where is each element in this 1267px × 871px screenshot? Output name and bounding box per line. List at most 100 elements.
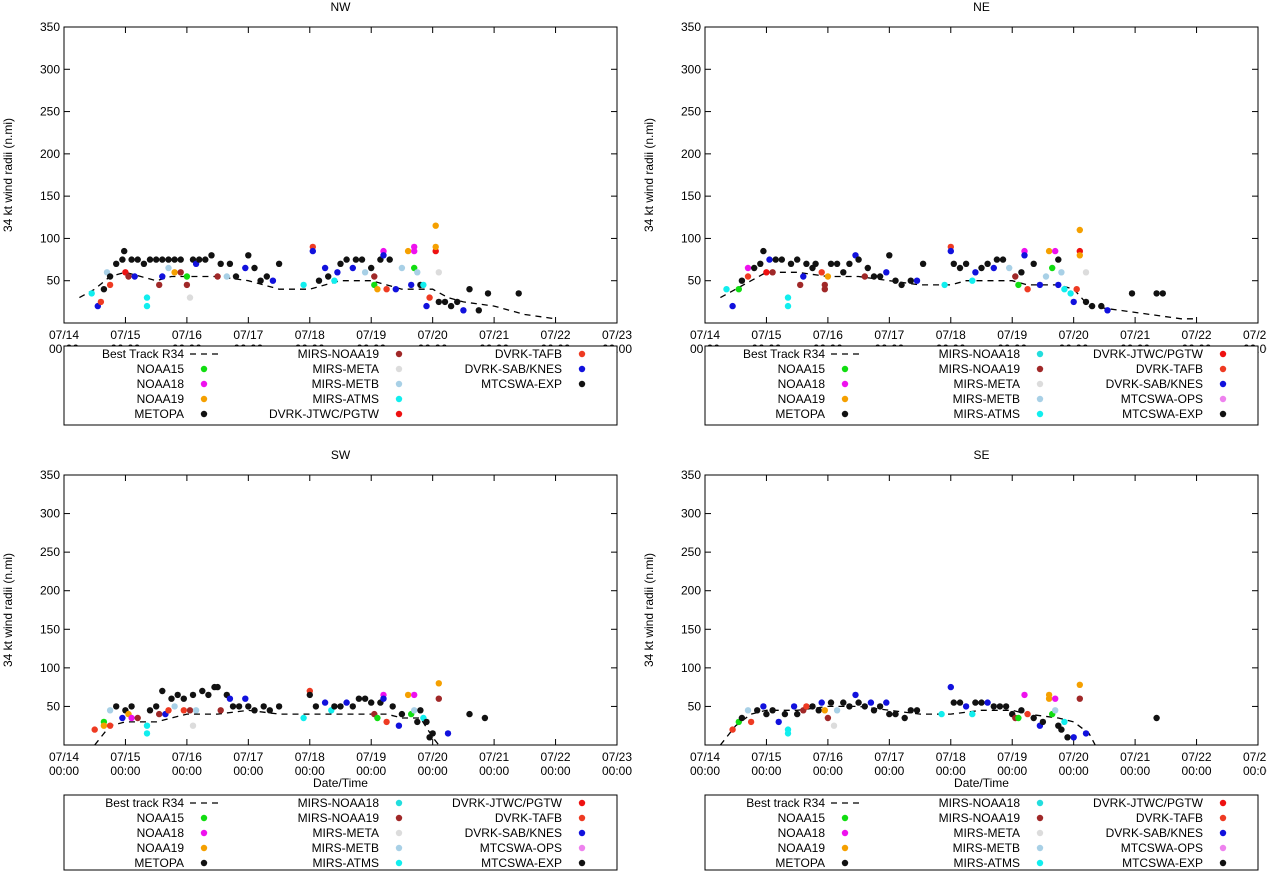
data-point-metopa [1064,734,1071,741]
data-point-mirs-metb [192,707,200,714]
data-point-metopa [769,707,776,714]
best-track-line [719,705,1096,746]
data-point-dvrk-sab-knes [380,695,387,702]
x-tick-time: 00:00 [874,764,904,778]
data-point-metopa [978,264,985,272]
x-tick-time: 00:00 [936,764,966,778]
data-point-metopa [361,695,369,702]
data-point-mtcswa-exp [996,703,1004,710]
data-point-metopa [846,260,853,267]
data-point-mirs-atms [1061,286,1068,293]
data-point-mirs-noaa19 [183,281,191,289]
legend-swatch-mirs-noaa19 [395,814,403,822]
data-point-metopa [358,256,366,263]
data-point-metopa [738,277,746,284]
data-point-mtcswa-exp [781,710,789,718]
data-point-mtcswa-exp [870,273,878,280]
legend-label: MIRS-ATMS [313,856,379,870]
data-point-dvrk-sab-knes [790,703,798,710]
x-tick-time: 00:00 [49,764,79,778]
y-tick-label: 250 [681,545,701,559]
data-point-mtcswa-exp [119,256,126,263]
data-point-dvrk-sab-knes [242,695,249,702]
data-point-noaa19 [1045,247,1053,255]
data-point-dvrk-sab-knes [883,269,890,276]
data-point-metopa [907,707,914,714]
data-point-metopa [171,256,178,263]
data-point-mirs-meta [1082,269,1090,276]
data-point-dvrk-sab-knes [349,264,356,272]
data-point-noaa19 [435,680,442,687]
legend-swatch-mirs-metb [395,844,403,852]
data-point-dvrk-sab-knes [984,699,991,706]
data-point-mtcswa-exp [128,256,135,263]
x-tick-time: 00:00 [751,764,781,778]
data-point-dvrk-tafb [383,286,390,293]
data-point-dvrk-sab-knes [380,252,387,259]
y-tick-label: 250 [40,105,60,119]
data-point-noaa19 [1076,226,1084,234]
data-point-dvrk-tafb [383,718,390,726]
legend-label: DVRK-JTWC/PGTW [452,796,563,810]
data-point-noaa18 [411,247,418,255]
x-tick-time: 00:00 [690,764,720,778]
data-point-mirs-meta [435,269,442,276]
data-point-dvrk-sab-knes [343,699,350,706]
data-point-dvrk-sab-knes [321,264,329,272]
data-point-metopa [325,273,332,280]
legend-swatch-metopa [200,859,208,867]
data-point-noaa19 [432,243,439,251]
x-tick-time: 00:00 [1243,764,1267,778]
legend-swatch-mirs-meta [395,829,403,837]
data-point-metopa [993,256,1001,263]
data-point-mtcswa-exp [794,256,801,263]
data-point-dvrk-tafb [818,269,825,276]
legend-label: NOAA19 [778,392,826,406]
data-point-dvrk-sab-knes [962,703,970,710]
data-point-mirs-atms [969,277,976,284]
data-point-mtcswa-exp [113,260,120,267]
data-point-mirs-noaa19 [186,707,194,714]
y-tick-label: 200 [681,584,701,598]
x-tick-time: 00:00 [356,764,386,778]
plot-frame [63,26,618,324]
y-tick-label: 150 [40,189,60,203]
x-tick-date: 07/14 [49,328,79,342]
x-tick-time: 00:00 [233,764,263,778]
data-point-mtcswa-exp [386,256,393,263]
data-point-mtcswa-exp [245,252,252,259]
chart-panel-ne: NE5010015020025030035007/1400:0007/1500:… [642,0,1267,426]
data-point-mtcswa-exp [1055,256,1062,263]
legend-swatch-metopa [200,410,208,418]
data-point-metopa [331,703,338,710]
legend-label: MIRS-ATMS [313,392,379,406]
data-point-metopa [343,256,350,263]
x-tick-time: 00:00 [295,764,325,778]
legend-label: MTCSWA-OPS [480,841,562,855]
data-point-mirs-atms [300,714,307,722]
legend-swatch-mirs-meta [1036,380,1044,388]
legend-swatch-dvrk-jtwc-pgtw [578,799,586,807]
data-point-metopa [202,256,209,263]
y-tick-label: 50 [688,274,702,288]
legend-swatch-noaa15 [841,814,849,822]
data-point-mirs-atms [969,710,976,718]
data-point-mirs-atms [784,302,792,310]
data-point-mirs-metb [414,269,421,276]
data-point-mtcswa-exp [306,691,313,699]
legend-label: MIRS-METB [953,392,1020,406]
legend-label: METOPA [775,407,825,421]
data-point-mirs-noaa19 [217,707,224,714]
data-point-noaa15 [1015,714,1022,722]
data-point-noaa18 [1052,695,1059,702]
data-point-mtcswa-exp [919,260,927,267]
data-point-mtcswa-exp [214,683,221,691]
data-point-dvrk-tafb [1073,286,1080,293]
data-point-mtcswa-exp [815,707,822,714]
legend-label: MIRS-META [954,377,1020,391]
legend-swatch-dvrk-sab-knes [578,829,586,837]
x-tick-date: 07/18 [936,750,966,764]
data-point-dvrk-sab-knes [947,247,954,255]
data-point-metopa [232,273,240,280]
data-point-mirs-atms [88,290,95,297]
